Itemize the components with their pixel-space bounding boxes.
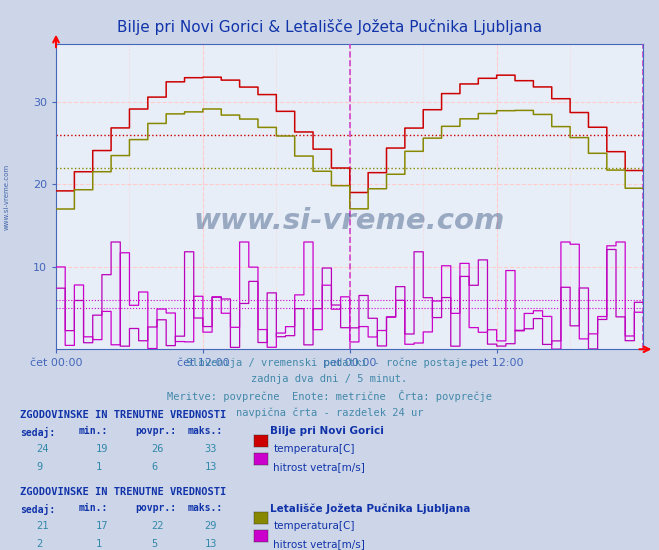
Text: zadnja dva dni / 5 minut.: zadnja dva dni / 5 minut. — [251, 374, 408, 384]
Text: povpr.:: povpr.: — [135, 426, 176, 437]
Text: ZGODOVINSKE IN TRENUTNE VREDNOSTI: ZGODOVINSKE IN TRENUTNE VREDNOSTI — [20, 487, 226, 497]
Text: sedaj:: sedaj: — [20, 426, 55, 437]
Text: 5: 5 — [152, 539, 158, 549]
Text: 22: 22 — [152, 521, 164, 531]
Text: Slovenija / vremenski podatki - ročne postaje.: Slovenija / vremenski podatki - ročne po… — [186, 358, 473, 368]
Text: www.si-vreme.com: www.si-vreme.com — [194, 207, 505, 235]
Text: 19: 19 — [96, 444, 108, 454]
Text: 13: 13 — [204, 462, 217, 472]
Text: 6: 6 — [152, 462, 158, 472]
Text: min.:: min.: — [79, 503, 109, 514]
Text: 21: 21 — [36, 521, 49, 531]
Text: maks.:: maks.: — [188, 503, 223, 514]
Text: temperatura[C]: temperatura[C] — [273, 444, 355, 454]
Text: Letališče Jožeta Pučnika Ljubljana: Letališče Jožeta Pučnika Ljubljana — [270, 503, 471, 514]
Text: hitrost vetra[m/s]: hitrost vetra[m/s] — [273, 539, 365, 549]
Text: hitrost vetra[m/s]: hitrost vetra[m/s] — [273, 462, 365, 472]
Text: Bilje pri Novi Gorici & Letališče Jožeta Pučnika Ljubljana: Bilje pri Novi Gorici & Letališče Jožeta… — [117, 19, 542, 35]
Text: 24: 24 — [36, 444, 49, 454]
Text: www.si-vreme.com: www.si-vreme.com — [3, 163, 9, 230]
Text: maks.:: maks.: — [188, 426, 223, 437]
Text: 29: 29 — [204, 521, 217, 531]
Text: sedaj:: sedaj: — [20, 503, 55, 514]
Text: 26: 26 — [152, 444, 164, 454]
Text: 17: 17 — [96, 521, 108, 531]
Text: 13: 13 — [204, 539, 217, 549]
Text: ZGODOVINSKE IN TRENUTNE VREDNOSTI: ZGODOVINSKE IN TRENUTNE VREDNOSTI — [20, 410, 226, 420]
Text: min.:: min.: — [79, 426, 109, 437]
Text: 1: 1 — [96, 539, 101, 549]
Text: 2: 2 — [36, 539, 42, 549]
Text: povpr.:: povpr.: — [135, 503, 176, 514]
Text: 33: 33 — [204, 444, 217, 454]
Text: navpična črta - razdelek 24 ur: navpična črta - razdelek 24 ur — [236, 407, 423, 417]
Text: 9: 9 — [36, 462, 42, 472]
Text: Bilje pri Novi Gorici: Bilje pri Novi Gorici — [270, 426, 384, 437]
Text: 1: 1 — [96, 462, 101, 472]
Text: temperatura[C]: temperatura[C] — [273, 521, 355, 531]
Text: Meritve: povprečne  Enote: metrične  Črta: povprečje: Meritve: povprečne Enote: metrične Črta:… — [167, 390, 492, 403]
